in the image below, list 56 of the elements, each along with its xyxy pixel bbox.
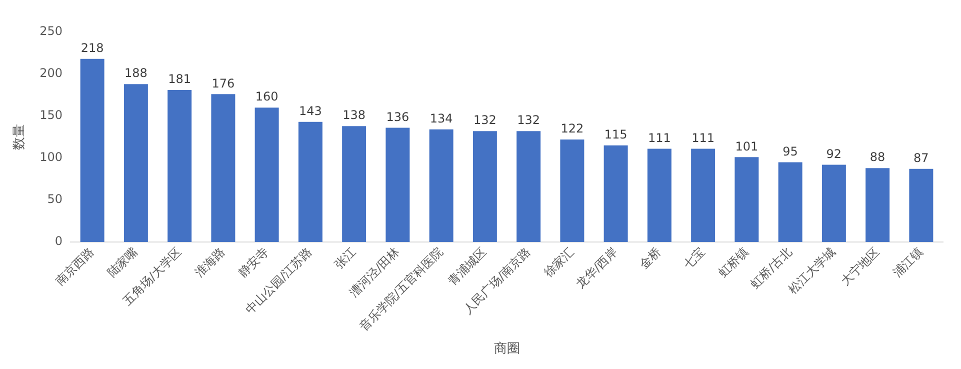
bar xyxy=(298,122,322,242)
data-label: 88 xyxy=(870,150,886,164)
bar xyxy=(80,58,104,242)
bar xyxy=(211,94,236,242)
data-label: 101 xyxy=(735,139,758,154)
bar xyxy=(822,164,846,242)
data-label: 134 xyxy=(430,112,453,126)
bar xyxy=(560,140,584,242)
x-tick-label: 陆家嘴 xyxy=(104,244,140,280)
data-label: 181 xyxy=(168,72,192,86)
data-label: 143 xyxy=(298,104,322,118)
data-label: 132 xyxy=(473,113,496,128)
bar xyxy=(429,129,454,242)
bar xyxy=(866,168,890,242)
bar xyxy=(604,145,628,242)
y-tick-label: 200 xyxy=(40,66,63,80)
data-label: 136 xyxy=(386,110,410,124)
x-tick-label: 金桥 xyxy=(636,244,664,272)
x-tick-label: 虹桥镇 xyxy=(716,244,752,280)
bar xyxy=(254,108,279,242)
x-axis-title: 商圈 xyxy=(494,342,520,357)
bar xyxy=(124,84,148,242)
bar xyxy=(778,162,802,242)
data-label: 218 xyxy=(80,41,104,56)
bar xyxy=(472,131,497,242)
data-label: 87 xyxy=(914,151,929,166)
x-tick-label: 静安寺 xyxy=(236,244,272,280)
data-label: 92 xyxy=(826,146,842,161)
bar xyxy=(168,90,192,242)
bar xyxy=(342,126,366,242)
data-label: 176 xyxy=(212,76,235,90)
bar xyxy=(734,157,759,242)
data-label: 95 xyxy=(782,144,798,158)
y-axis-title: 数量 xyxy=(12,124,28,150)
y-tick-label: 150 xyxy=(40,108,63,122)
x-tick-label: 浦江镇 xyxy=(890,244,926,280)
data-label: 132 xyxy=(517,113,540,128)
bar xyxy=(516,131,541,242)
y-tick-label: 250 xyxy=(40,24,63,38)
x-tick-label: 七宝 xyxy=(680,244,708,272)
x-tick-label: 张江 xyxy=(332,244,358,272)
y-tick-label: 50 xyxy=(47,192,63,206)
bar xyxy=(691,148,716,242)
data-label: 115 xyxy=(604,128,628,142)
bar xyxy=(386,128,410,242)
x-tick-label: 大宁地区 xyxy=(838,244,882,288)
data-label: 122 xyxy=(560,122,584,136)
bar xyxy=(909,168,934,242)
y-tick-label: 100 xyxy=(40,150,63,164)
data-label: 188 xyxy=(124,66,148,80)
data-label: 111 xyxy=(648,130,671,145)
data-label: 138 xyxy=(342,108,366,122)
bar xyxy=(647,148,672,242)
data-label: 111 xyxy=(692,130,715,145)
x-tick-label: 淮海路 xyxy=(192,244,228,280)
data-label: 160 xyxy=(255,90,278,104)
